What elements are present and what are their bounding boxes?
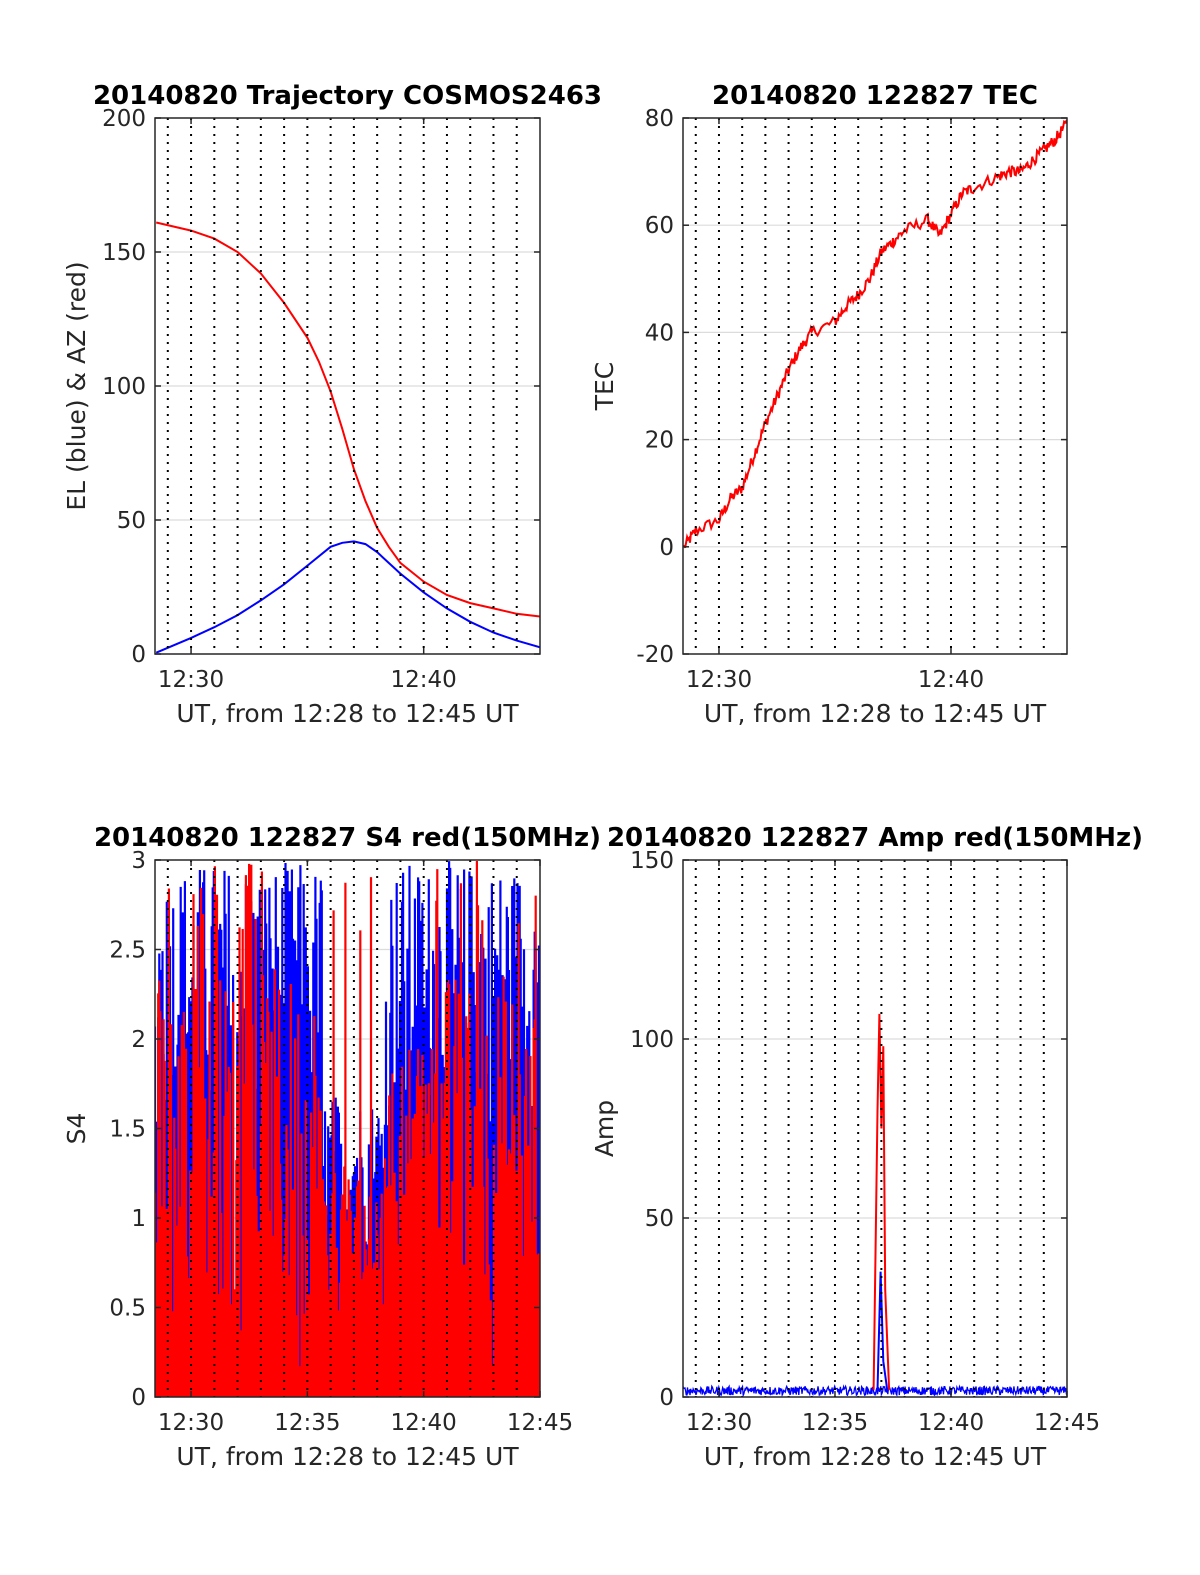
chart-title: 20140820 122827 S4 red(150MHz) xyxy=(94,823,601,853)
y-tick-label: 0 xyxy=(131,1385,146,1411)
chart-panel-3: 0 0.5 1 1.5 2 2.5 3 12:30 12:35 12:40 12:45 2014082… xyxy=(62,823,601,1471)
y-tick-label: 0 xyxy=(659,535,674,561)
x-axis-label: UT, from 12:28 to 12:45 UT xyxy=(704,1442,1047,1471)
y-axis-label: Amp xyxy=(590,1100,619,1157)
x-axis-label: UT, from 12:28 to 12:45 UT xyxy=(176,699,519,728)
y-tick-label: 3 xyxy=(131,848,146,874)
chart-title: 20140820 Trajectory COSMOS2463 xyxy=(93,81,602,111)
y-tick-label: 0 xyxy=(131,642,146,668)
chart-panel-4: 0 50 100 150 12:30 12:35 12:40 12:45 20140820 12… xyxy=(590,823,1143,1471)
y-tick-label: 40 xyxy=(645,320,674,346)
chart-title: 20140820 122827 TEC xyxy=(712,81,1038,111)
y-tick-label: 50 xyxy=(117,508,146,534)
y-tick-label: 0 xyxy=(659,1385,674,1411)
y-tick-label: 100 xyxy=(630,1027,674,1053)
series-red xyxy=(155,221,540,618)
y-tick-label: 2.5 xyxy=(109,938,146,964)
x-tick-label: 12:40 xyxy=(391,667,457,693)
x-axis-label: UT, from 12:28 to 12:45 UT xyxy=(176,1442,519,1471)
y-tick-label: 2 xyxy=(131,1027,146,1053)
y-tick-label: 150 xyxy=(630,848,674,874)
y-tick-label: 200 xyxy=(102,106,146,132)
y-axis-label: S4 xyxy=(62,1113,91,1145)
y-tick-label: 1 xyxy=(131,1206,146,1232)
y-tick-label: 60 xyxy=(645,213,674,239)
series-group xyxy=(683,1013,1067,1397)
x-tick-label: 12:40 xyxy=(918,1410,984,1436)
x-tick-label: 12:30 xyxy=(686,1410,752,1436)
y-tick-label: 50 xyxy=(645,1206,674,1232)
axes-box xyxy=(682,117,1068,655)
y-tick-label: -20 xyxy=(636,642,674,668)
y-tick-label: 0.5 xyxy=(109,1296,146,1322)
x-tick-label: 12:40 xyxy=(391,1410,457,1436)
chart-panel-2: -20 0 20 40 60 80 12:30 12:40 20140820 122827 TE… xyxy=(590,81,1068,728)
y-axis-label: TEC xyxy=(590,362,619,412)
x-tick-label: 12:30 xyxy=(686,667,752,693)
series-red xyxy=(683,119,1067,549)
x-tick-label: 12:45 xyxy=(1034,1410,1100,1436)
x-tick-label: 12:35 xyxy=(802,1410,868,1436)
y-tick-label: 150 xyxy=(102,240,146,266)
series-group xyxy=(683,119,1067,549)
y-tick-label: 20 xyxy=(645,428,674,454)
x-tick-label: 12:35 xyxy=(274,1410,340,1436)
x-tick-label: 12:40 xyxy=(918,667,984,693)
axes-box xyxy=(682,859,1068,1398)
x-tick-label: 12:30 xyxy=(158,667,224,693)
x-tick-label: 12:45 xyxy=(507,1410,573,1436)
chart-title: 20140820 122827 Amp red(150MHz) xyxy=(607,823,1143,853)
y-tick-label: 80 xyxy=(645,106,674,132)
x-tick-label: 12:30 xyxy=(158,1410,224,1436)
y-axis-label: EL (blue) & AZ (red) xyxy=(62,261,91,510)
series-red xyxy=(872,1013,891,1390)
chart-panel-1: 0 50 100 150 200 12:30 12:40 20140820 Trajector… xyxy=(62,81,602,728)
series-group xyxy=(155,861,540,1397)
y-tick-label: 1.5 xyxy=(109,1117,146,1143)
series-blue-baseline xyxy=(683,1384,1067,1397)
y-tick-label: 100 xyxy=(102,374,146,400)
x-axis-label: UT, from 12:28 to 12:45 UT xyxy=(704,699,1047,728)
